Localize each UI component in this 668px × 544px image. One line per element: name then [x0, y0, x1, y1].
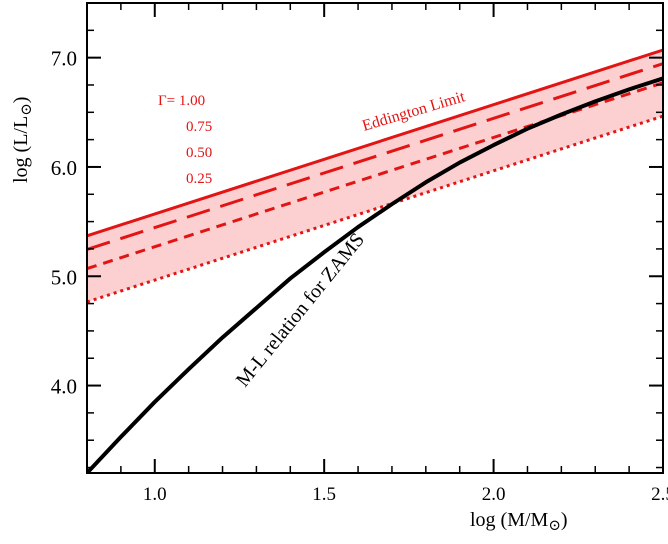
- legend-label-050: 0.50: [186, 145, 212, 161]
- legend-label-075: 0.75: [186, 119, 212, 135]
- y-tick-label: 5.0: [51, 265, 77, 289]
- x-tick-label: 1.0: [143, 484, 167, 505]
- x-axis-label: log (M/M⊙): [470, 509, 568, 534]
- y-tick-label: 6.0: [51, 156, 77, 180]
- eddington-line-gamma-075: [87, 62, 663, 251]
- y-axis-label: log (L/L⊙): [10, 97, 35, 183]
- tick-layer: 1.0 1.5 2.0 2.5 4.0 5.0 6.0 7.0: [51, 2, 668, 505]
- plot-frame: [86, 2, 664, 474]
- legend-label-025: 0.25: [186, 171, 212, 187]
- eddington-band: [87, 50, 663, 302]
- gamma-legend: Γ= 1.00 0.75 0.50 0.25: [158, 93, 212, 187]
- x-tick-label: 1.5: [312, 484, 336, 505]
- eddington-line-gamma-100: [87, 48, 663, 238]
- eddington-line-gamma-025: [87, 114, 663, 304]
- zams-curve: [87, 76, 663, 473]
- x-tick-label: 2.5: [651, 484, 668, 505]
- y-tick-label: 4.0: [51, 375, 77, 399]
- y-tick-label: 7.0: [51, 47, 77, 71]
- legend-title: Γ= 1.00: [158, 93, 205, 109]
- series-group: [87, 48, 663, 473]
- plot-layer: [87, 48, 663, 473]
- x-tick-label: 2.0: [482, 484, 506, 505]
